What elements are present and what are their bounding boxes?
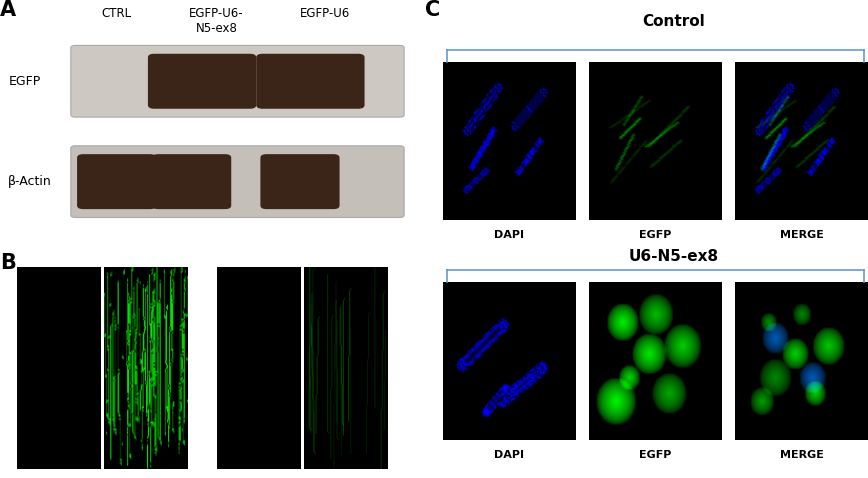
FancyBboxPatch shape bbox=[260, 154, 339, 209]
FancyBboxPatch shape bbox=[152, 154, 231, 209]
FancyBboxPatch shape bbox=[77, 154, 156, 209]
Text: EGFP-U6-
N5-ex8: EGFP-U6- N5-ex8 bbox=[189, 7, 244, 35]
Text: EGFP-U6: EGFP-U6 bbox=[299, 7, 350, 20]
Text: MERGE: MERGE bbox=[779, 450, 824, 460]
Text: C: C bbox=[425, 0, 441, 20]
FancyBboxPatch shape bbox=[148, 54, 256, 109]
Text: DAPI: DAPI bbox=[495, 450, 524, 460]
Text: EGFP: EGFP bbox=[640, 450, 672, 460]
Text: B: B bbox=[0, 253, 16, 273]
Text: β-Actin: β-Actin bbox=[9, 175, 52, 188]
Text: A: A bbox=[0, 0, 16, 20]
FancyBboxPatch shape bbox=[71, 146, 404, 217]
Text: MERGE: MERGE bbox=[779, 230, 824, 240]
Text: DAPI: DAPI bbox=[495, 230, 524, 240]
Text: EGFP: EGFP bbox=[9, 75, 41, 88]
FancyBboxPatch shape bbox=[71, 45, 404, 117]
FancyBboxPatch shape bbox=[256, 54, 365, 109]
Text: CTRL: CTRL bbox=[102, 7, 132, 20]
Text: EGFP: EGFP bbox=[640, 230, 672, 240]
Text: Control: Control bbox=[641, 14, 705, 29]
Text: U6-N5-ex8: U6-N5-ex8 bbox=[628, 249, 719, 263]
